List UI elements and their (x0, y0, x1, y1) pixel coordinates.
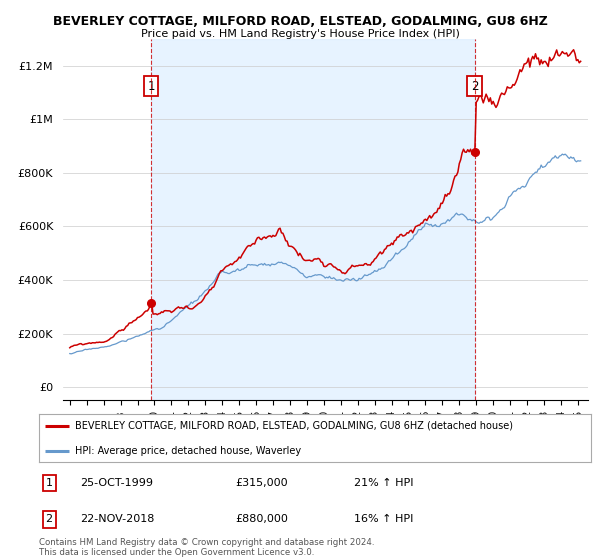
Text: £880,000: £880,000 (235, 515, 288, 524)
Text: 2: 2 (46, 515, 53, 524)
Text: BEVERLEY COTTAGE, MILFORD ROAD, ELSTEAD, GODALMING, GU8 6HZ: BEVERLEY COTTAGE, MILFORD ROAD, ELSTEAD,… (53, 15, 547, 27)
Text: 25-OCT-1999: 25-OCT-1999 (80, 478, 154, 488)
Text: 2: 2 (471, 80, 478, 92)
Text: 1: 1 (148, 80, 155, 92)
Bar (151, 39, 475, 400)
Text: Price paid vs. HM Land Registry's House Price Index (HPI): Price paid vs. HM Land Registry's House … (140, 29, 460, 39)
Text: BEVERLEY COTTAGE, MILFORD ROAD, ELSTEAD, GODALMING, GU8 6HZ (detached house): BEVERLEY COTTAGE, MILFORD ROAD, ELSTEAD,… (75, 421, 513, 431)
Text: 21% ↑ HPI: 21% ↑ HPI (353, 478, 413, 488)
Text: 1: 1 (46, 478, 53, 488)
Text: HPI: Average price, detached house, Waverley: HPI: Average price, detached house, Wave… (75, 446, 301, 456)
Text: Contains HM Land Registry data © Crown copyright and database right 2024.
This d: Contains HM Land Registry data © Crown c… (39, 538, 374, 557)
Text: £315,000: £315,000 (235, 478, 287, 488)
Text: 22-NOV-2018: 22-NOV-2018 (80, 515, 155, 524)
Text: 16% ↑ HPI: 16% ↑ HPI (353, 515, 413, 524)
